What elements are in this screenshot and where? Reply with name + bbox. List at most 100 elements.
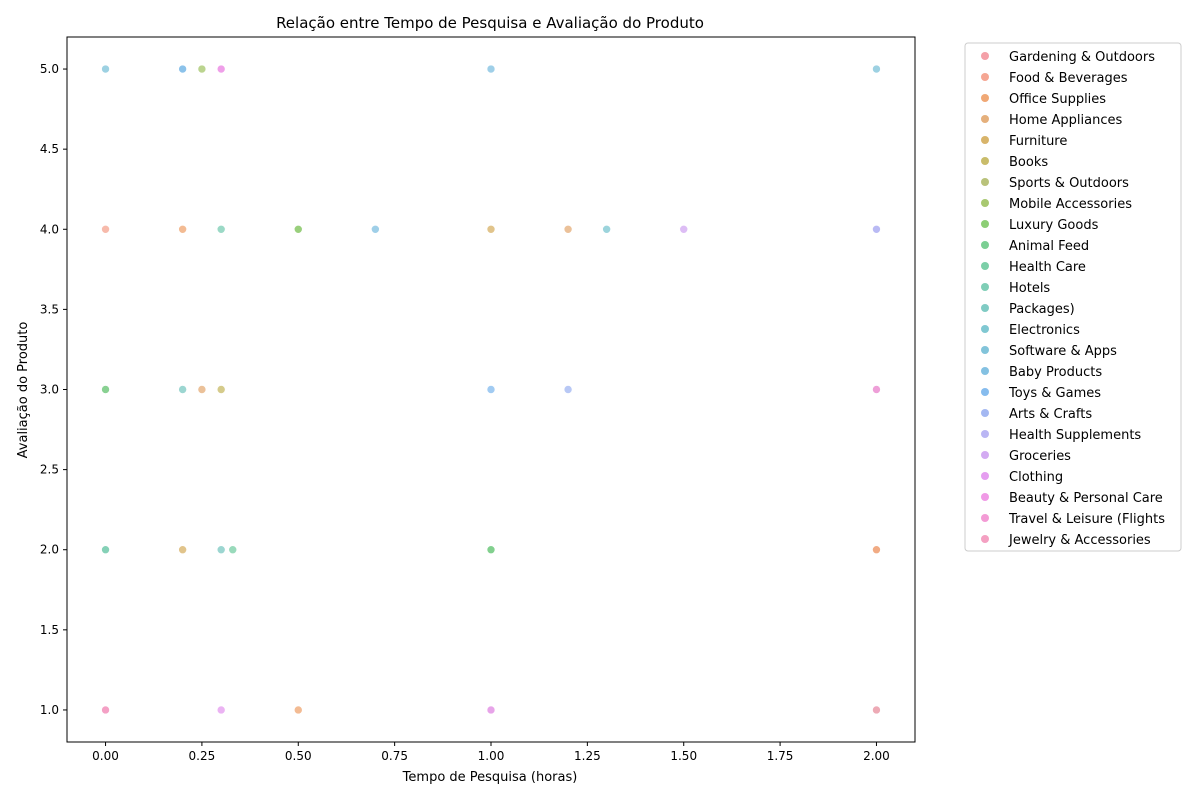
legend-marker bbox=[981, 73, 989, 81]
data-point bbox=[486, 545, 496, 555]
data-point bbox=[371, 224, 380, 234]
x-tick-label: 0.50 bbox=[285, 749, 312, 763]
data-point bbox=[101, 64, 110, 74]
data-points bbox=[101, 64, 881, 715]
legend-marker bbox=[981, 220, 989, 228]
data-point bbox=[486, 705, 496, 715]
legend-marker bbox=[981, 115, 989, 123]
x-tick-label: 0.00 bbox=[92, 749, 119, 763]
data-point bbox=[486, 385, 496, 394]
legend-label: Baby Products bbox=[1009, 365, 1102, 380]
y-tick-label: 3.0 bbox=[40, 383, 59, 397]
legend-label: Food & Beverages bbox=[1009, 71, 1128, 86]
legend-marker bbox=[981, 262, 989, 270]
data-point bbox=[872, 224, 881, 234]
legend-marker bbox=[981, 346, 989, 354]
data-point bbox=[216, 545, 226, 555]
legend-label: Sports & Outdoors bbox=[1009, 176, 1129, 191]
data-point bbox=[872, 385, 881, 394]
data-point bbox=[216, 705, 226, 715]
x-tick-label: 2.00 bbox=[863, 749, 890, 763]
data-point bbox=[602, 224, 611, 234]
y-axis: 1.0 1.5 2.0 2.5 3.0 3.5 4.0 4.5 5.0 bbox=[40, 62, 67, 717]
legend-label: Animal Feed bbox=[1009, 239, 1089, 254]
data-point bbox=[197, 64, 207, 74]
legend-label: Packages) bbox=[1009, 302, 1075, 317]
legend-marker bbox=[981, 514, 989, 522]
y-tick-label: 3.5 bbox=[40, 302, 59, 316]
legend-label: Health Care bbox=[1009, 260, 1086, 275]
y-tick-label: 4.5 bbox=[40, 142, 59, 156]
data-point bbox=[679, 224, 689, 234]
legend-label: Home Appliances bbox=[1009, 113, 1122, 128]
x-axis-label: Tempo de Pesquisa (horas) bbox=[402, 770, 578, 785]
legend-marker bbox=[981, 199, 989, 207]
legend-label: Beauty & Personal Care bbox=[1009, 491, 1163, 506]
data-point bbox=[872, 64, 881, 74]
data-point bbox=[216, 64, 226, 74]
legend-marker bbox=[981, 178, 989, 186]
data-point bbox=[101, 385, 110, 394]
chart-title: Relação entre Tempo de Pesquisa e Avalia… bbox=[276, 14, 704, 32]
data-point bbox=[216, 385, 226, 394]
legend-label: Furniture bbox=[1009, 134, 1067, 149]
y-tick-label: 2.5 bbox=[40, 463, 59, 477]
legend-marker bbox=[981, 304, 989, 312]
legend-marker bbox=[981, 283, 989, 291]
legend-label: Toys & Games bbox=[1008, 386, 1101, 401]
legend-marker bbox=[981, 493, 989, 501]
y-tick-label: 1.0 bbox=[40, 703, 59, 717]
x-tick-label: 1.00 bbox=[478, 749, 505, 763]
x-tick-label: 1.75 bbox=[767, 749, 794, 763]
data-point bbox=[293, 705, 303, 715]
legend-label: Health Supplements bbox=[1009, 428, 1141, 443]
x-tick-label: 0.75 bbox=[381, 749, 408, 763]
data-point bbox=[101, 705, 110, 715]
y-tick-label: 1.5 bbox=[40, 623, 59, 637]
data-point bbox=[178, 545, 187, 555]
data-point bbox=[872, 545, 881, 555]
data-point bbox=[563, 385, 573, 394]
legend-marker bbox=[981, 472, 989, 480]
data-point bbox=[101, 545, 110, 555]
data-point bbox=[293, 224, 303, 234]
data-point bbox=[178, 385, 187, 394]
legend-marker bbox=[981, 367, 989, 375]
legend-marker bbox=[981, 451, 989, 459]
legend-marker bbox=[981, 535, 989, 543]
x-axis: 0.00 0.25 0.50 0.75 1.00 1.25 1.50 1.75 2.00 bbox=[92, 742, 890, 763]
legend-marker bbox=[981, 136, 989, 144]
legend-marker bbox=[981, 325, 989, 333]
y-tick-label: 2.0 bbox=[40, 543, 59, 557]
legend-label: Luxury Goods bbox=[1009, 218, 1099, 233]
y-axis-label: Avaliação do Produto bbox=[16, 322, 31, 459]
x-tick-label: 1.25 bbox=[574, 749, 601, 763]
data-point bbox=[216, 224, 226, 234]
legend-label: Travel & Leisure (Flights bbox=[1008, 512, 1165, 527]
legend-label: Jewelry & Accessories bbox=[1008, 533, 1151, 548]
legend-frame bbox=[964, 42, 1182, 552]
legend-marker bbox=[981, 409, 989, 417]
legend-label: Software & Apps bbox=[1009, 344, 1117, 359]
data-point bbox=[486, 64, 496, 74]
legend-label: Mobile Accessories bbox=[1009, 197, 1132, 212]
y-tick-label: 5.0 bbox=[40, 62, 59, 76]
legend-marker bbox=[981, 52, 989, 60]
data-point bbox=[486, 224, 496, 234]
legend-label: Electronics bbox=[1009, 323, 1080, 338]
x-tick-label: 1.50 bbox=[670, 749, 697, 763]
x-tick-label: 0.25 bbox=[189, 749, 216, 763]
data-point bbox=[872, 705, 881, 715]
legend-marker bbox=[981, 157, 989, 165]
legend-label: Office Supplies bbox=[1009, 92, 1106, 107]
legend-label: Groceries bbox=[1009, 449, 1071, 464]
legend-label: Arts & Crafts bbox=[1009, 407, 1092, 422]
data-point bbox=[228, 545, 238, 555]
data-point bbox=[178, 224, 187, 234]
data-point bbox=[563, 224, 573, 234]
legend-marker bbox=[981, 430, 989, 438]
legend-marker bbox=[981, 241, 989, 249]
legend-label: Books bbox=[1009, 155, 1048, 170]
